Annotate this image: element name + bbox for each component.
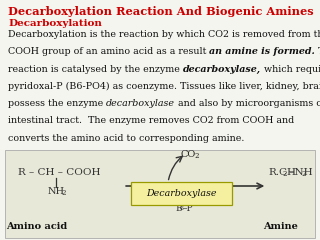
Text: Amine: Amine	[264, 222, 298, 231]
Text: pyridoxal-P (B6-PO4) as coenzyme. Tissues like liver, kidney, brain: pyridoxal-P (B6-PO4) as coenzyme. Tissue…	[8, 82, 320, 91]
Text: Decarboxylation Reaction And Biogenic Amines: Decarboxylation Reaction And Biogenic Am…	[8, 6, 314, 17]
Text: NH: NH	[48, 187, 65, 196]
Text: R – CH – COOH: R – CH – COOH	[18, 168, 100, 177]
Text: –NH: –NH	[286, 168, 312, 177]
Text: 6: 6	[180, 206, 184, 211]
Text: 2: 2	[61, 189, 66, 197]
Text: –P: –P	[183, 204, 194, 214]
Text: which requires: which requires	[261, 65, 320, 73]
Text: B: B	[175, 204, 182, 214]
Text: Decarboxylase: Decarboxylase	[146, 189, 217, 198]
Text: R.CH: R.CH	[269, 168, 297, 177]
Text: an amine is formed.: an amine is formed.	[209, 47, 315, 56]
Text: converts the amino acid to corresponding amine.: converts the amino acid to corresponding…	[8, 134, 244, 143]
Text: The: The	[315, 47, 320, 56]
Text: decarboxylase: decarboxylase	[106, 99, 175, 108]
Text: and also by microorganisms of: and also by microorganisms of	[175, 99, 320, 108]
Text: 2: 2	[282, 170, 287, 178]
Text: decarboxylase,: decarboxylase,	[183, 65, 261, 74]
FancyBboxPatch shape	[5, 150, 315, 238]
Text: intestinal tract.  The enzyme removes CO2 from COOH and: intestinal tract. The enzyme removes CO2…	[8, 116, 294, 125]
Text: COOH group of an amino acid as a result: COOH group of an amino acid as a result	[8, 47, 209, 56]
Text: 2: 2	[195, 152, 199, 160]
Text: possess the enzyme: possess the enzyme	[8, 99, 106, 108]
Text: 2: 2	[301, 170, 306, 178]
FancyBboxPatch shape	[131, 182, 232, 205]
Text: reaction is catalysed by the enzyme: reaction is catalysed by the enzyme	[8, 65, 183, 73]
Text: Amino acid: Amino acid	[6, 222, 68, 231]
Text: Decarboxylation is the reaction by which CO2 is removed from the: Decarboxylation is the reaction by which…	[8, 30, 320, 39]
Text: CO: CO	[181, 150, 196, 159]
Text: Decarboxylation: Decarboxylation	[8, 19, 102, 28]
